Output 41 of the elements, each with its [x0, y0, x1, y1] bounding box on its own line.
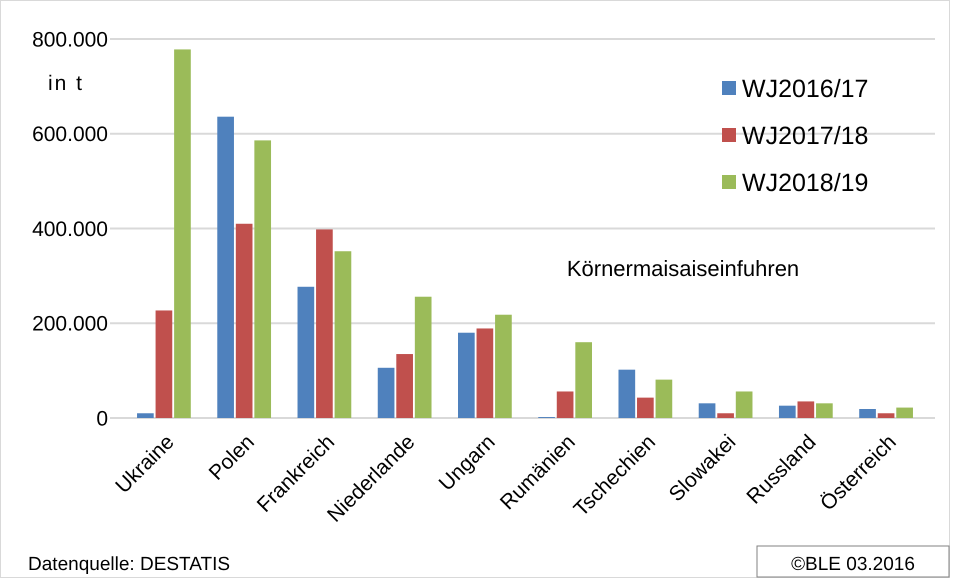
bar	[254, 140, 272, 418]
bar	[334, 251, 352, 418]
bar	[495, 314, 512, 418]
bar	[378, 368, 394, 418]
text: Datenquelle: DESTATIS	[28, 554, 230, 575]
bar	[859, 409, 876, 418]
bar	[137, 413, 154, 418]
y-axis-title: in t	[48, 72, 84, 95]
bar	[298, 286, 314, 418]
bar	[618, 370, 636, 418]
text: Körnermaisaiseinfuhren	[566, 256, 800, 281]
bar	[414, 296, 432, 418]
y-tick-label: 0	[96, 407, 108, 430]
legend-label: WJ2018/19	[742, 168, 868, 197]
bar	[816, 403, 833, 418]
legend-label: WJ2017/18	[742, 122, 868, 150]
bar	[316, 229, 333, 418]
bar	[878, 413, 894, 418]
bar	[556, 391, 574, 418]
bar	[896, 408, 913, 418]
bar	[698, 403, 716, 418]
bar	[736, 391, 752, 418]
bar	[174, 49, 191, 418]
bar	[458, 332, 475, 418]
legend-label: WJ2016/17	[742, 74, 868, 103]
bar	[156, 310, 172, 418]
bar	[717, 413, 734, 418]
bar	[396, 354, 413, 418]
y-tick-label: 400.000	[32, 218, 108, 241]
text: ©BLE 03.2016	[791, 554, 915, 575]
y-tick-label: 800.000	[32, 28, 108, 52]
bar	[476, 328, 494, 418]
bar	[637, 398, 654, 418]
bar	[798, 401, 814, 418]
y-tick-label: 600.000	[32, 123, 108, 146]
bar	[778, 406, 796, 418]
bar	[217, 116, 234, 418]
bar	[236, 224, 252, 418]
bar	[575, 342, 592, 418]
y-tick-label: 200.000	[32, 312, 108, 336]
bar	[656, 380, 672, 418]
